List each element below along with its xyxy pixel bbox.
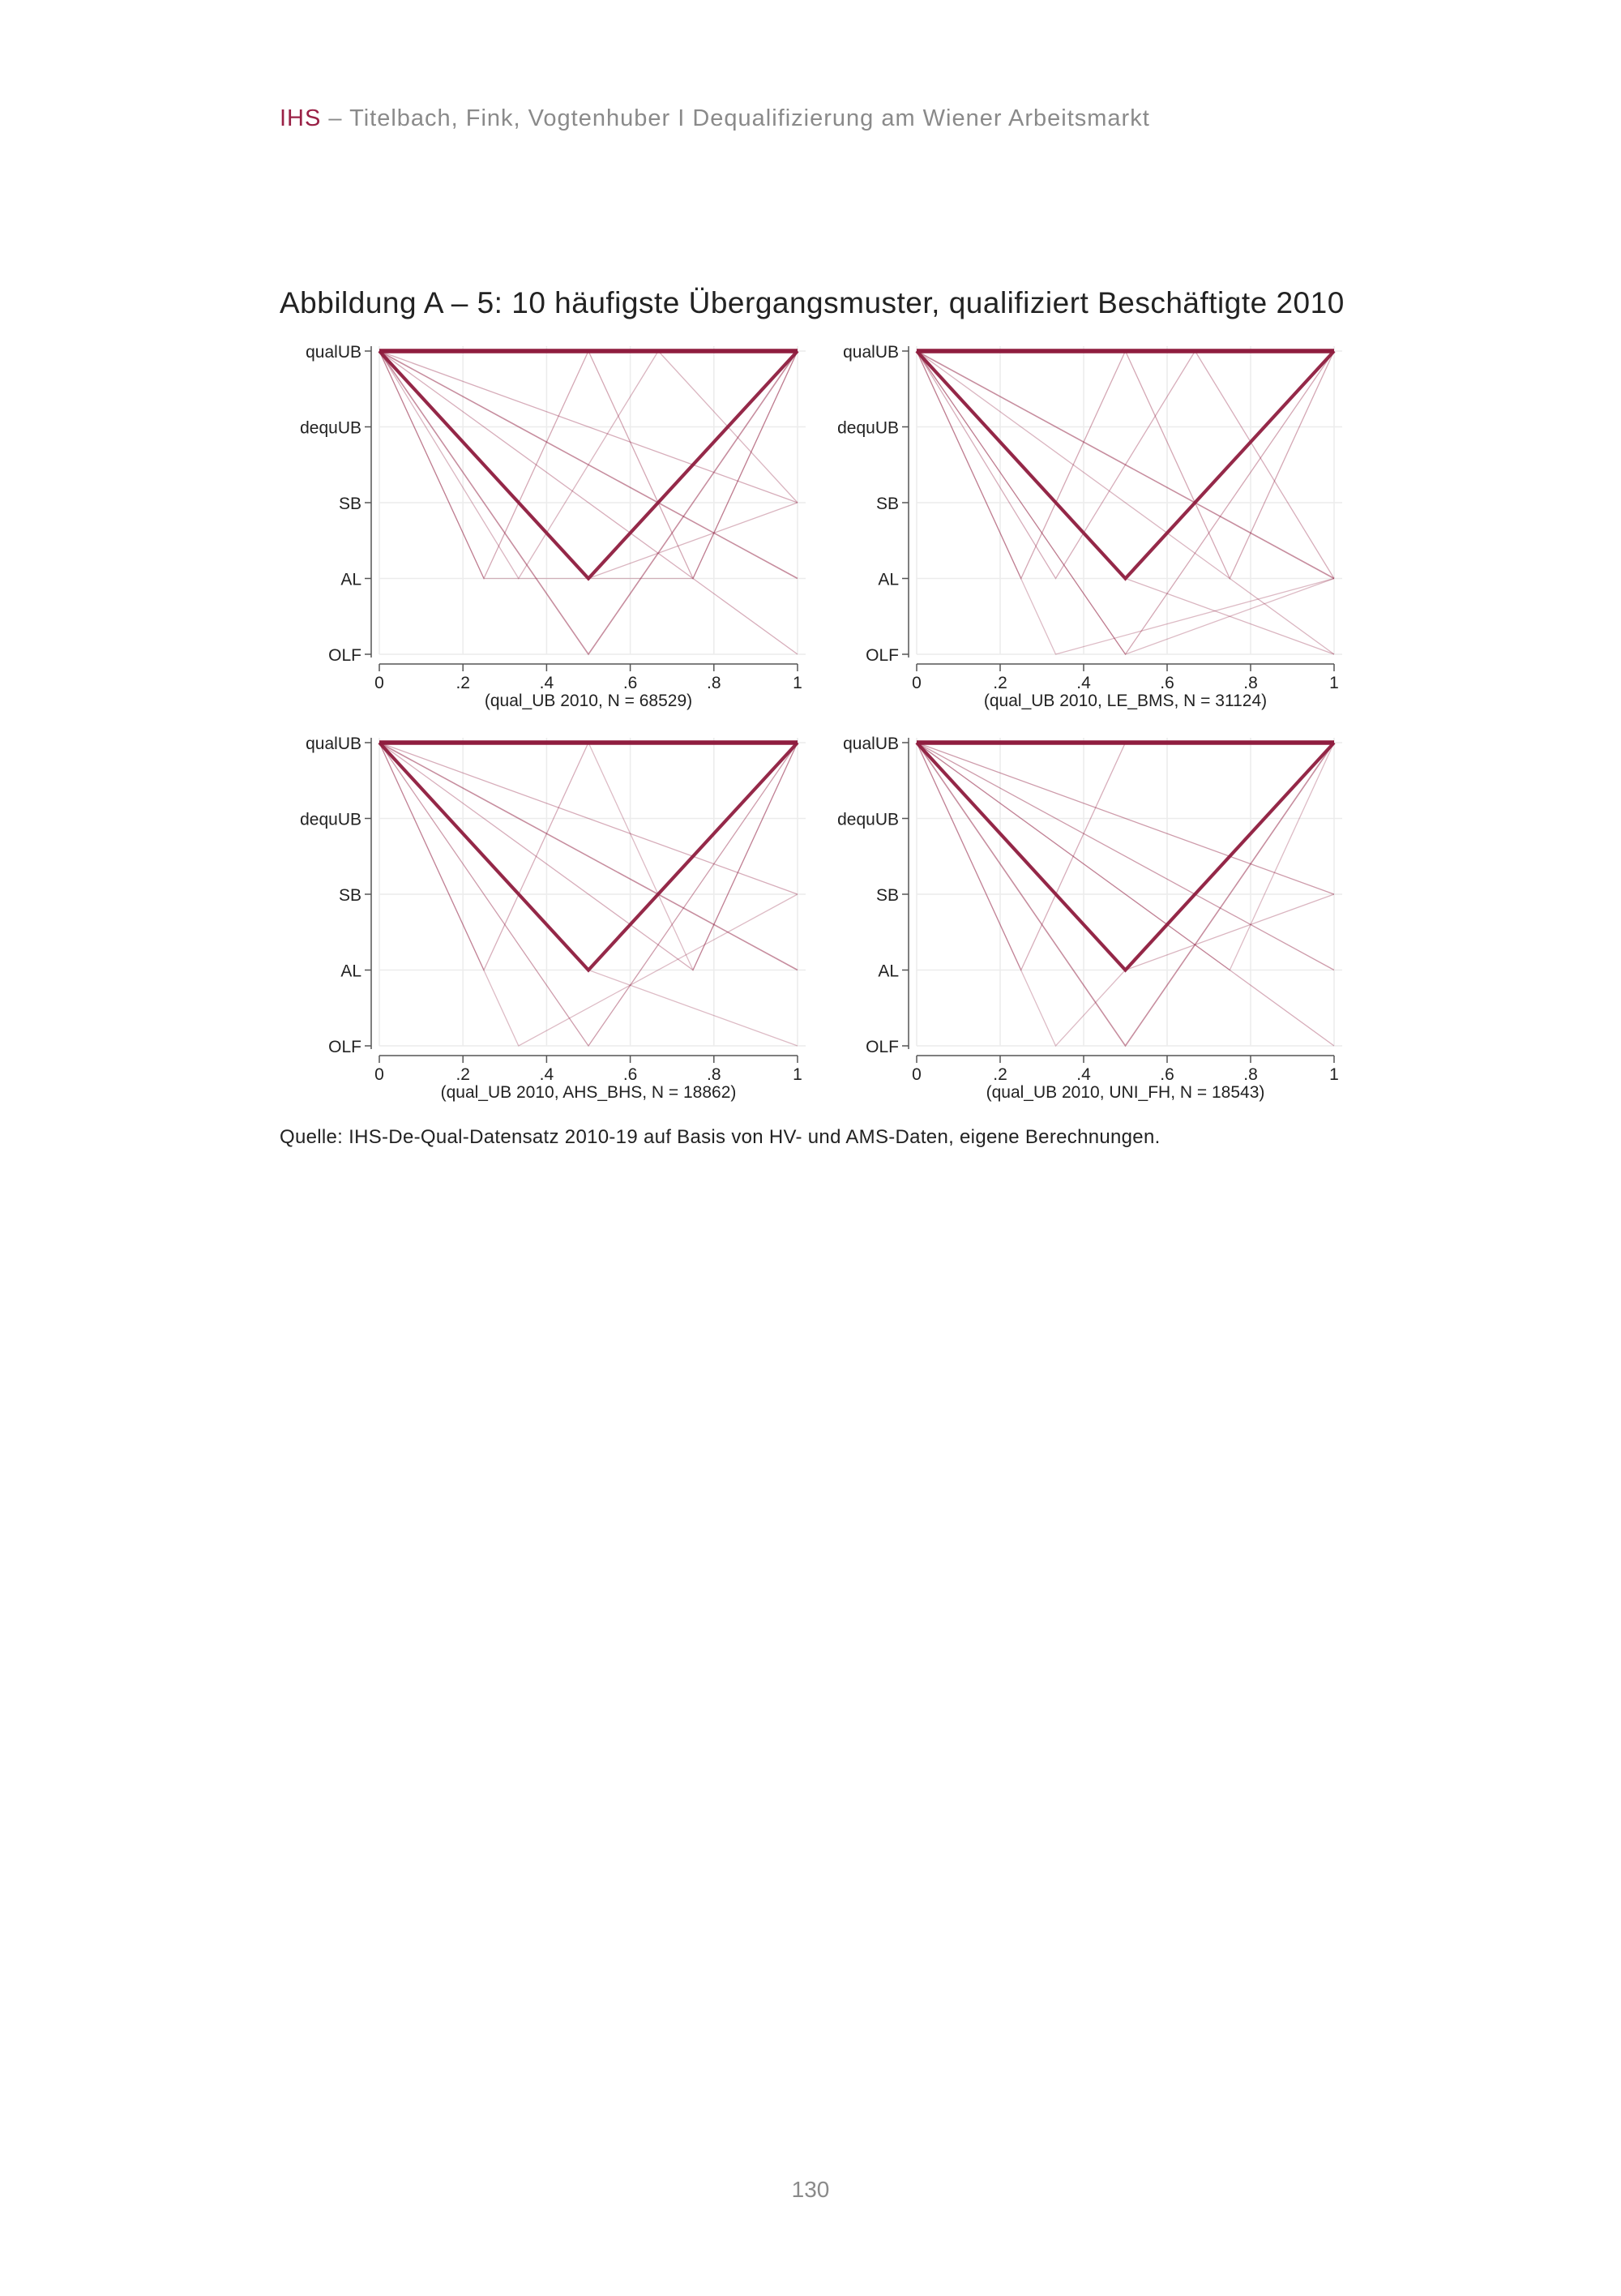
series-line: [379, 350, 798, 503]
x-tick-label: .4: [540, 674, 554, 692]
y-tick-label: qualUB: [306, 343, 361, 362]
series-line: [378, 741, 799, 973]
x-tick-label: .4: [1076, 674, 1091, 692]
y-tick-label: qualUB: [306, 735, 361, 753]
x-tick-label: .8: [707, 674, 721, 692]
y-tick-label: qualUB: [843, 343, 899, 362]
y-tick-label: dequUB: [300, 419, 361, 438]
x-tick-label: 0: [374, 674, 384, 692]
y-tick-label: dequUB: [837, 811, 899, 829]
x-tick-label: 0: [912, 674, 922, 692]
x-tick-label: .2: [993, 674, 1007, 692]
x-tick-label: .6: [623, 674, 638, 692]
series-line: [916, 350, 1335, 655]
series-line: [916, 742, 1335, 971]
x-tick-label: 0: [912, 1065, 922, 1084]
x-tick-label: .2: [456, 1065, 470, 1084]
y-tick-label: OLF: [328, 646, 361, 665]
y-tick-label: SB: [876, 495, 899, 513]
y-tick-label: qualUB: [843, 735, 899, 753]
x-tick-label: 1: [793, 674, 802, 692]
y-tick-label: AL: [340, 962, 361, 981]
source-note: Quelle: IHS-De-Qual-Datensatz 2010-19 au…: [280, 1126, 1161, 1148]
x-tick-label: .2: [993, 1065, 1007, 1084]
series-line: [916, 742, 1335, 895]
x-tick-label: 0: [374, 1065, 384, 1084]
chart-panel-4: OLF AL SB dequUB qualUB 0 .2 .4 .6 .8 1 (qual_UB 20…: [837, 735, 1342, 1102]
x-tick-label: .4: [1076, 1065, 1091, 1084]
x-tick-label: .8: [707, 1065, 721, 1084]
chart-panel-1: OLF AL SB dequUB qualUB 0 .2 .4 .6 .8 1 (qual_UB 20…: [300, 343, 806, 710]
series-line: [379, 742, 798, 971]
header-text: – Titelbach, Fink, Vogtenhuber I Dequali…: [321, 105, 1150, 131]
series-line: [379, 742, 798, 971]
series-line: [378, 349, 799, 581]
series-line: [379, 350, 798, 655]
header-brand: IHS: [280, 105, 322, 131]
chart-panel-3: OLF AL SB dequUB qualUB 0 .2 .4 .6 .8 1 (qual_UB 20…: [300, 735, 806, 1102]
x-tick-label: .2: [456, 674, 470, 692]
series-line: [379, 742, 798, 1047]
series-line: [916, 742, 1335, 971]
y-tick-label: SB: [876, 886, 899, 905]
chart-panel-2: OLF AL SB dequUB qualUB 0 .2 .4 .6 .8 1 (qual_UB 20…: [837, 343, 1342, 710]
y-tick-label: AL: [340, 571, 361, 589]
series-line: [379, 742, 798, 895]
x-tick-label: 1: [1329, 674, 1339, 692]
y-tick-label: AL: [878, 962, 899, 981]
x-axis-title: (qual_UB 2010, UNI_FH, N = 18543): [986, 1083, 1265, 1102]
x-tick-label: .8: [1243, 1065, 1258, 1084]
series-line: [915, 741, 1336, 973]
series-line: [916, 742, 1335, 1047]
x-tick-label: .6: [1160, 1065, 1174, 1084]
y-tick-label: dequUB: [837, 419, 899, 438]
x-axis-title: (qual_UB 2010, LE_BMS, N = 31124): [984, 692, 1267, 710]
y-tick-label: OLF: [866, 1038, 899, 1056]
x-tick-label: 1: [1329, 1065, 1339, 1084]
x-tick-label: .6: [623, 1065, 638, 1084]
series-line: [379, 350, 798, 656]
page-number: 130: [791, 2177, 830, 2202]
x-tick-label: .6: [1160, 674, 1174, 692]
y-tick-label: SB: [339, 886, 361, 905]
y-tick-label: SB: [339, 495, 361, 513]
running-header: IHS – Titelbach, Fink, Vogtenhuber I Deq…: [280, 105, 1150, 132]
series-line: [916, 350, 1335, 656]
x-axis-title: (qual_UB 2010, AHS_BHS, N = 18862): [441, 1083, 737, 1102]
y-tick-label: OLF: [328, 1038, 361, 1056]
series-line: [916, 350, 1335, 655]
series-line: [379, 742, 798, 1047]
series-line: [915, 349, 1336, 581]
series-line: [916, 742, 1335, 1047]
x-axis-title: (qual_UB 2010, N = 68529): [485, 692, 692, 710]
y-tick-label: OLF: [866, 646, 899, 665]
x-tick-label: 1: [793, 1065, 802, 1084]
figure-title: Abbildung A – 5: 10 häufigste Übergangsm…: [280, 286, 1345, 319]
series-line: [916, 350, 1335, 655]
y-tick-label: AL: [878, 571, 899, 589]
series-line: [379, 350, 798, 580]
x-tick-label: .8: [1243, 674, 1258, 692]
y-tick-label: dequUB: [300, 811, 361, 829]
series-line: [916, 350, 1335, 580]
x-tick-label: .4: [540, 1065, 554, 1084]
